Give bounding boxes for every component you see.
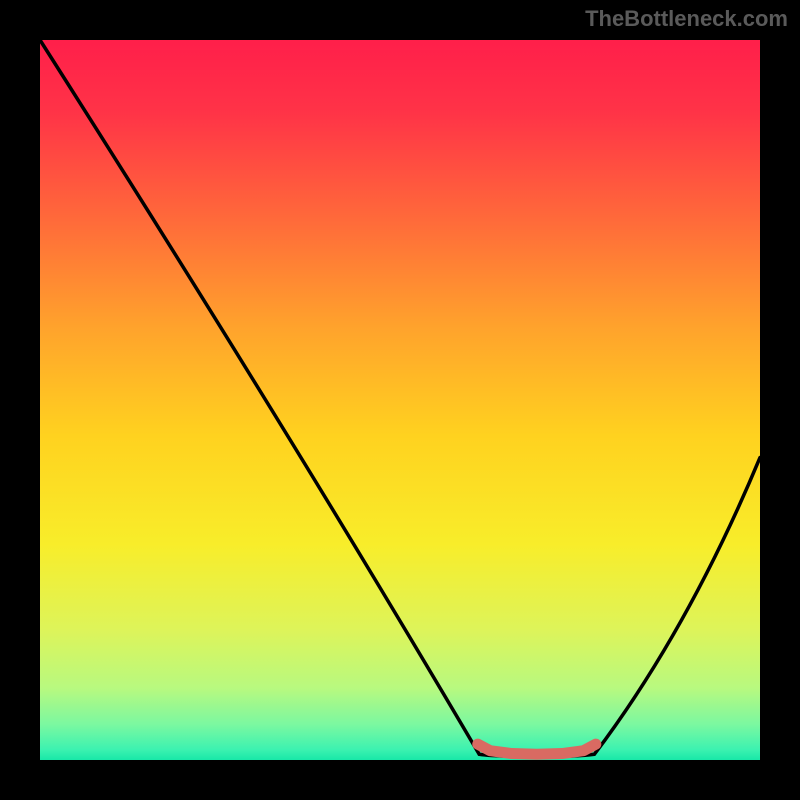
- bottleneck-chart: TheBottleneck.com: [0, 0, 800, 800]
- chart-svg: [0, 0, 800, 800]
- watermark-text: TheBottleneck.com: [585, 6, 788, 32]
- plot-area: [40, 40, 760, 760]
